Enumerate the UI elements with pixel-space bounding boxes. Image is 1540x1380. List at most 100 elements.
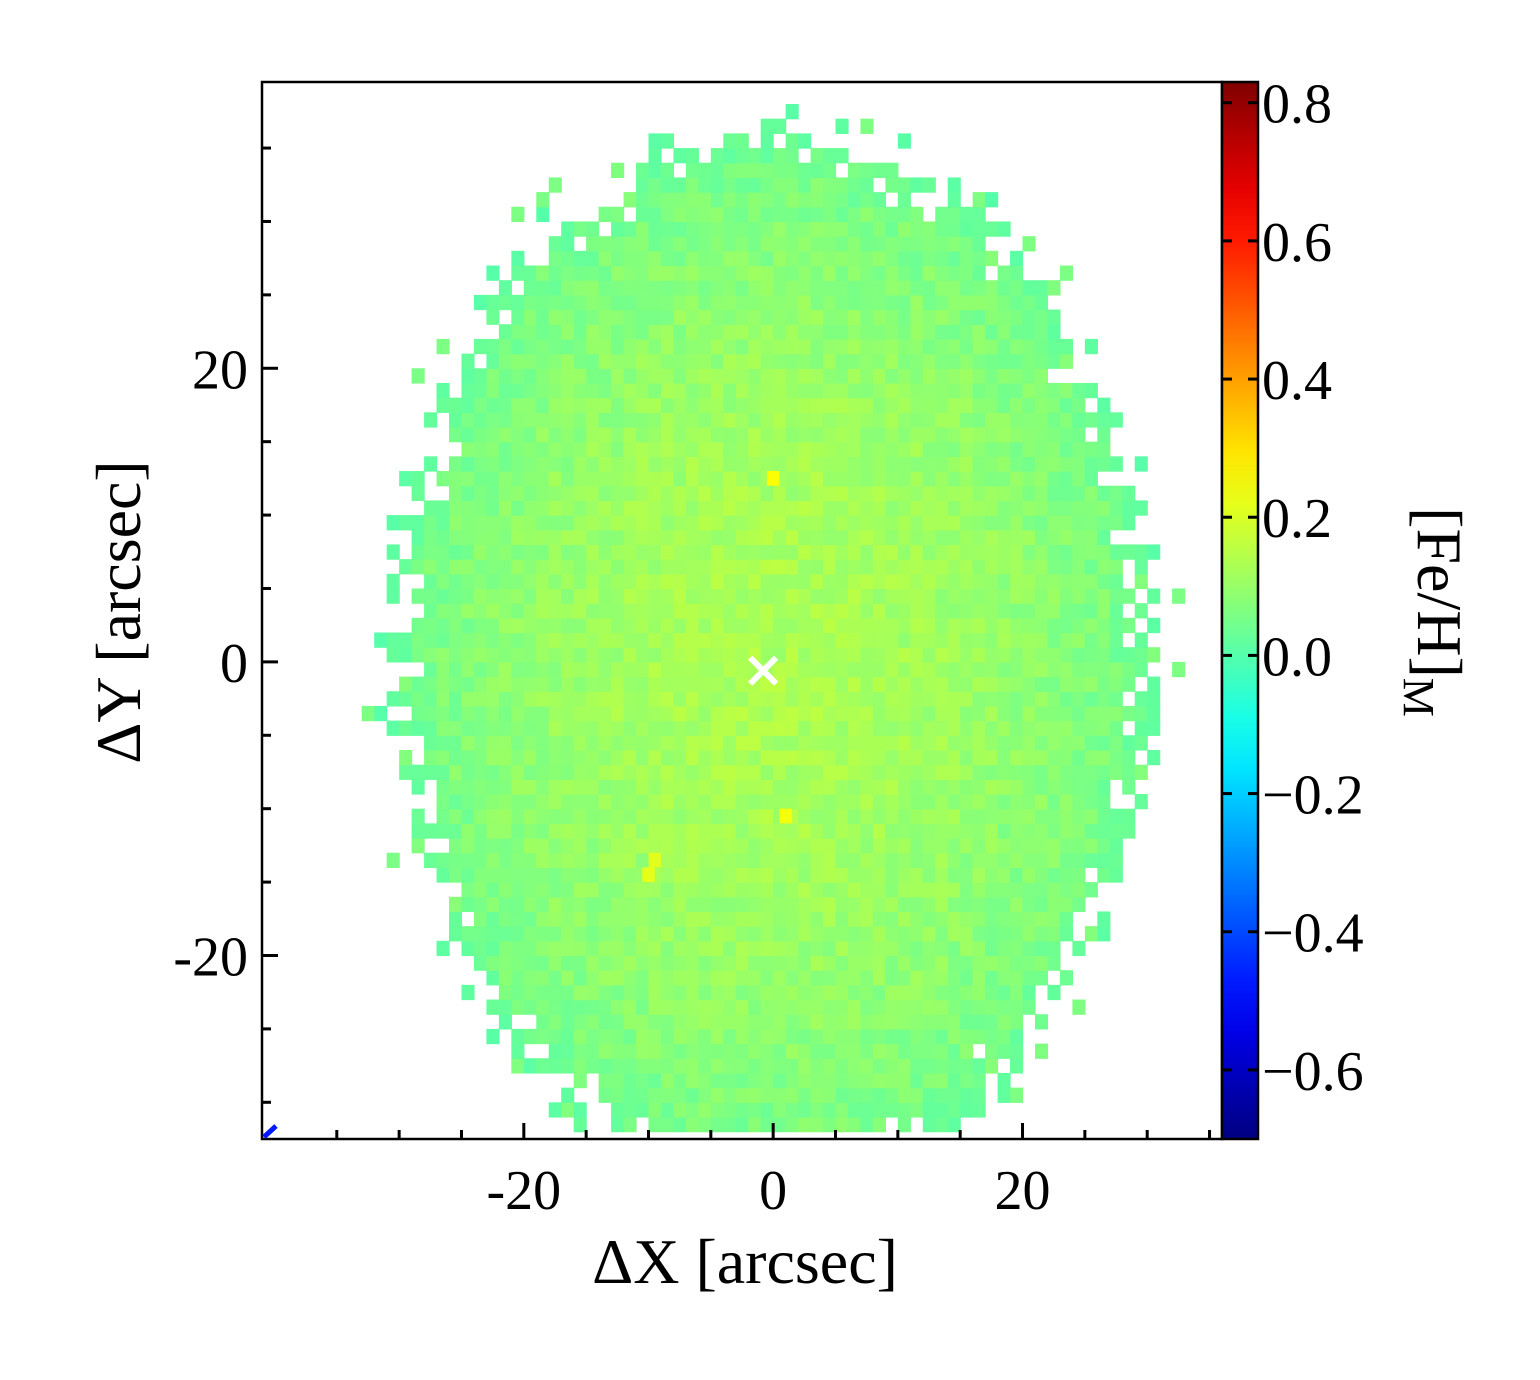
map-pixel	[922, 749, 936, 766]
map-pixel	[798, 852, 812, 869]
map-pixel	[573, 955, 587, 971]
map-pixel	[636, 397, 650, 413]
map-pixel	[598, 779, 612, 795]
map-pixel	[673, 999, 687, 1015]
map-pixel	[935, 309, 949, 325]
map-pixel	[723, 1058, 737, 1074]
map-pixel	[835, 661, 849, 678]
map-pixel	[636, 353, 650, 369]
map-pixel	[511, 705, 525, 722]
map-pixel	[498, 441, 512, 457]
map-pixel	[735, 353, 749, 369]
map-pixel	[985, 691, 999, 707]
map-pixel	[636, 808, 650, 824]
map-pixel	[760, 647, 774, 663]
map-pixel	[698, 1087, 712, 1103]
map-pixel	[623, 456, 637, 472]
map-pixel	[835, 1087, 849, 1103]
map-pixel	[872, 764, 886, 780]
map-pixel	[473, 779, 488, 795]
map-pixel	[660, 749, 675, 766]
map-pixel	[723, 192, 737, 208]
map-pixel	[511, 1058, 525, 1074]
map-pixel	[922, 926, 936, 942]
map-pixel	[698, 779, 712, 795]
map-pixel	[885, 250, 899, 267]
map-pixel	[511, 573, 525, 590]
map-pixel	[710, 779, 724, 795]
map-pixel	[798, 192, 812, 208]
map-pixel	[1010, 500, 1024, 516]
map-pixel	[748, 764, 762, 780]
map-pixel	[598, 265, 612, 281]
map-pixel	[461, 691, 475, 707]
map-pixel	[1059, 353, 1073, 369]
map-pixel	[648, 162, 662, 179]
map-pixel	[561, 970, 575, 986]
map-pixel	[935, 852, 949, 869]
map-pixel	[735, 808, 749, 824]
map-pixel	[935, 749, 949, 766]
map-pixel	[473, 955, 488, 971]
map-pixel	[885, 280, 899, 296]
map-pixel	[611, 735, 625, 751]
map-pixel	[785, 999, 799, 1015]
map-pixel	[623, 720, 637, 736]
map-pixel	[698, 500, 712, 516]
map-pixel	[860, 515, 874, 531]
map-pixel	[548, 426, 562, 443]
map-pixel	[648, 779, 662, 795]
map-pixel	[685, 265, 699, 281]
map-pixel	[673, 720, 687, 736]
map-pixel	[573, 324, 587, 340]
map-pixel	[935, 705, 949, 722]
map-pixel	[897, 1087, 911, 1103]
map-pixel	[773, 353, 787, 369]
map-pixel	[598, 1087, 612, 1103]
map-pixel	[922, 735, 936, 751]
map-pixel	[548, 617, 562, 634]
map-pixel	[685, 250, 699, 267]
map-pixel	[1059, 720, 1073, 736]
map-pixel	[760, 412, 774, 428]
map-pixel	[885, 236, 899, 252]
map-pixel	[760, 749, 774, 766]
map-pixel	[885, 823, 899, 839]
map-pixel	[760, 852, 774, 869]
map-pixel	[860, 529, 874, 546]
map-pixel	[798, 705, 812, 722]
map-pixel	[723, 749, 737, 766]
map-pixel	[561, 794, 575, 810]
map-pixel	[511, 1043, 525, 1059]
map-pixel	[947, 720, 961, 736]
map-pixel	[648, 882, 662, 898]
map-pixel	[1047, 779, 1061, 795]
map-pixel	[748, 221, 762, 237]
map-pixel	[1022, 441, 1036, 457]
map-pixel	[660, 471, 675, 487]
map-pixel	[885, 515, 899, 531]
map-pixel	[660, 133, 675, 149]
map-pixel	[399, 720, 413, 736]
map-pixel	[860, 955, 874, 971]
map-pixel	[673, 691, 687, 707]
map-pixel	[798, 500, 812, 516]
map-pixel	[611, 529, 625, 546]
map-pixel	[1034, 500, 1049, 516]
map-pixel	[947, 661, 961, 678]
map-pixel	[511, 309, 525, 325]
map-pixel	[810, 148, 824, 164]
map-pixel	[1022, 749, 1036, 766]
map-pixel	[760, 397, 774, 413]
map-pixel	[773, 280, 787, 296]
map-pixel	[636, 529, 650, 546]
map-pixel	[922, 823, 936, 839]
map-pixel	[461, 515, 475, 531]
map-pixel	[536, 749, 550, 766]
y-tick-label: 0	[220, 633, 248, 695]
map-pixel	[785, 1102, 799, 1118]
map-pixel	[835, 794, 849, 810]
map-pixel	[1084, 838, 1098, 854]
map-pixel	[685, 691, 699, 707]
map-pixel	[910, 500, 924, 516]
